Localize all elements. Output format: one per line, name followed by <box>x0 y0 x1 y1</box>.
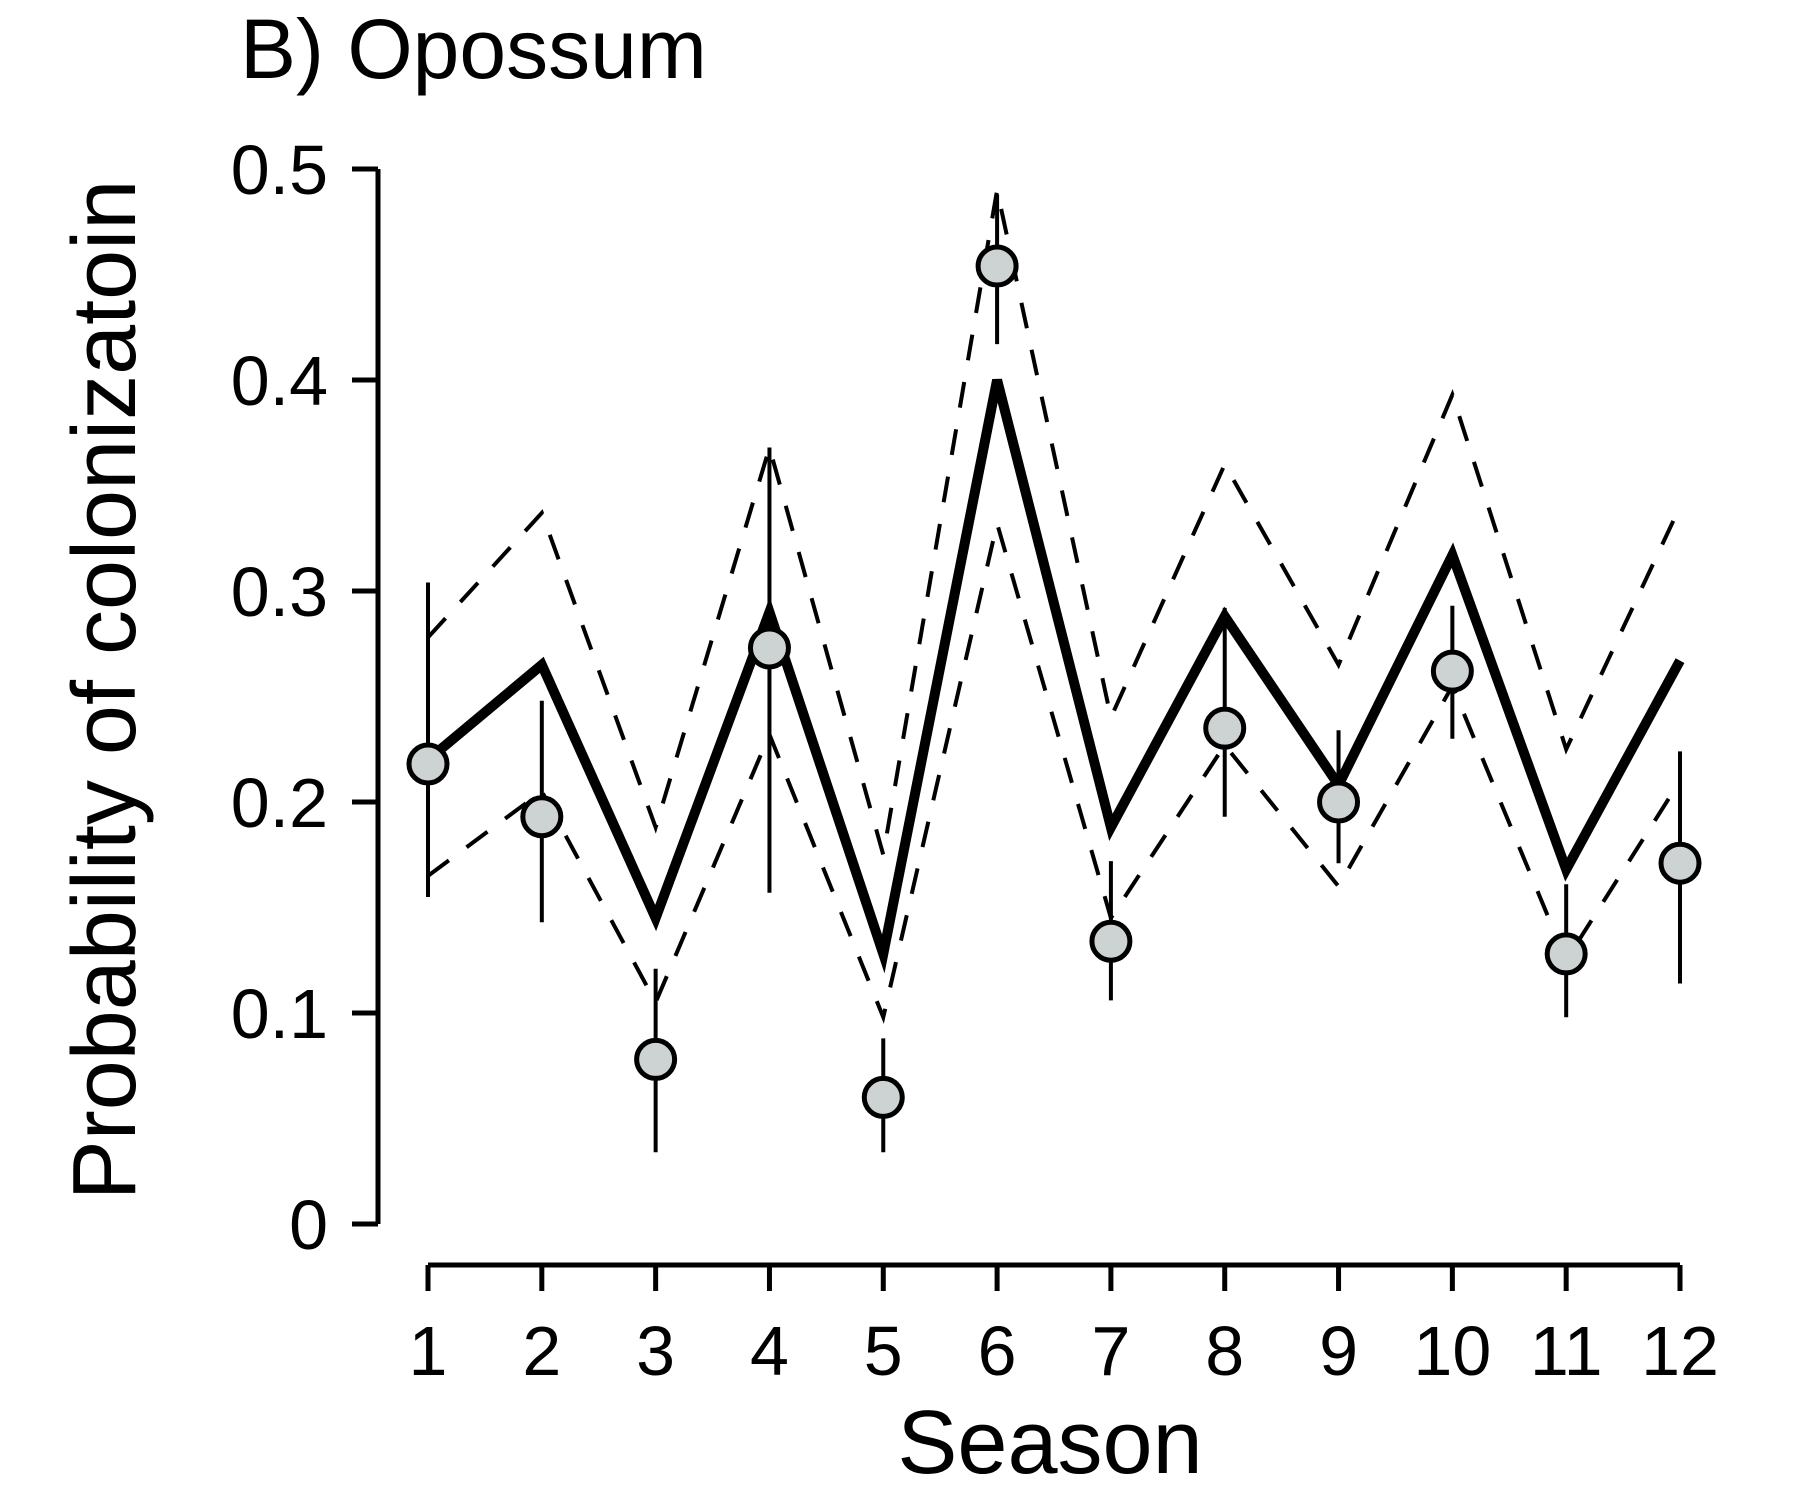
x-tick-label: 3 <box>636 1312 675 1390</box>
observed-point <box>861 1075 905 1119</box>
x-tick-label: 8 <box>1205 1312 1244 1390</box>
observed-point <box>1089 919 1133 963</box>
x-tick-label: 10 <box>1413 1312 1491 1390</box>
x-axis-title: Season <box>897 1393 1202 1493</box>
observed-point <box>1203 706 1247 750</box>
observed-point <box>1317 780 1361 824</box>
observed-point <box>747 626 791 670</box>
x-tick-label: 1 <box>409 1312 448 1390</box>
observed-point-group <box>406 244 1702 1119</box>
y-tick-label: 0.2 <box>231 764 328 842</box>
y-axis-title: Probability of colonizatoin <box>55 180 155 1201</box>
x-tick-label: 6 <box>978 1312 1017 1390</box>
x-tick-label: 5 <box>864 1312 903 1390</box>
confidence-band <box>426 189 1682 1024</box>
observed-point <box>1430 649 1474 693</box>
ci-line <box>426 189 1682 856</box>
chart-title: B) Opossum <box>240 2 707 96</box>
y-tick-label: 0.3 <box>231 553 328 631</box>
x-tick-label: 4 <box>750 1312 789 1390</box>
model-line <box>424 378 1685 974</box>
observed-point <box>520 795 564 839</box>
x-tick-label: 12 <box>1641 1312 1719 1390</box>
observed-point <box>634 1037 678 1081</box>
x-tick-label: 2 <box>522 1312 561 1390</box>
axes: 00.10.20.30.40.51 2 3 4 5 6 7 8 9 10 11 12 <box>231 131 1719 1390</box>
model-line-group <box>424 378 1685 974</box>
observed-point <box>975 244 1019 288</box>
observed-point <box>1544 932 1588 976</box>
y-tick-label: 0.1 <box>231 975 328 1053</box>
y-tick-label: 0.4 <box>231 342 328 420</box>
x-tick-label: 7 <box>1091 1312 1130 1390</box>
observed-point <box>406 742 450 786</box>
x-tick-label: 9 <box>1319 1312 1358 1390</box>
x-tick-label: 11 <box>1530 1312 1603 1390</box>
ci-line <box>426 515 1682 1024</box>
y-tick-label: 0.5 <box>231 131 328 209</box>
y-tick-label: 0 <box>289 1186 328 1264</box>
observed-point <box>1658 841 1702 885</box>
